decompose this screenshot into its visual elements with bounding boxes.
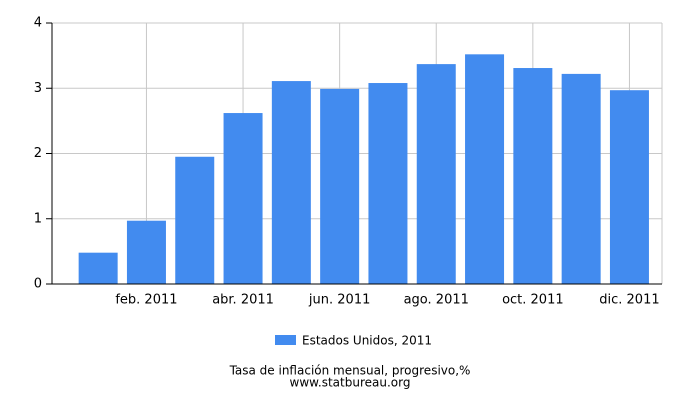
x-tick-label: ago. 2011 [404, 293, 469, 308]
source: www.statbureau.org [290, 376, 411, 390]
y-tick-label: 4 [34, 16, 42, 31]
bar [609, 90, 649, 285]
chart-title: Tasa de inflación mensual, progresivo,% [229, 364, 471, 378]
bar [320, 88, 360, 284]
y-tick-label: 1 [34, 211, 42, 226]
bar [416, 64, 456, 284]
x-tick-label: dic. 2011 [599, 293, 659, 308]
legend-swatch [275, 335, 296, 345]
bar [78, 252, 118, 284]
bar [368, 83, 408, 284]
bar [561, 73, 601, 285]
x-tick-label: abr. 2011 [212, 293, 274, 308]
x-tick-label: feb. 2011 [115, 293, 177, 308]
y-tick-label: 2 [34, 146, 42, 161]
y-tick-label: 3 [34, 81, 42, 96]
bar [513, 68, 553, 285]
bar [175, 156, 215, 284]
bar [126, 220, 166, 284]
bar [271, 81, 311, 284]
bar [223, 113, 263, 284]
legend-label: Estados Unidos, 2011 [302, 334, 432, 348]
y-tick-label: 0 [34, 277, 42, 292]
x-tick-label: jun. 2011 [308, 293, 370, 308]
bar [465, 54, 505, 284]
x-tick-label: oct. 2011 [502, 293, 564, 308]
